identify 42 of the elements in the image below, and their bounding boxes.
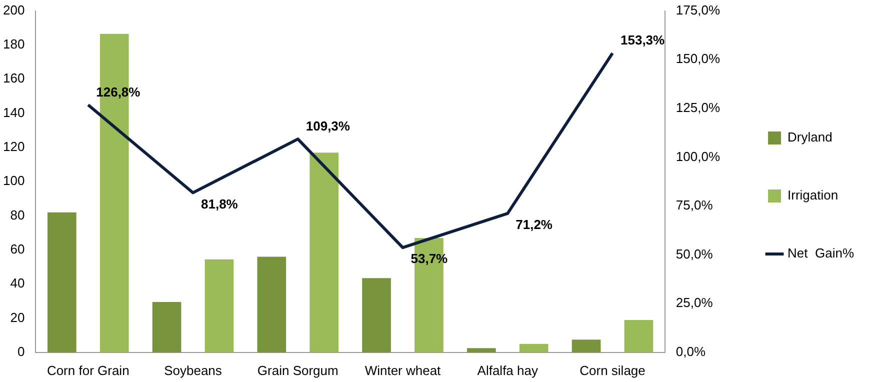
y-tick-label: 60 — [10, 242, 25, 256]
y2-tick-label: 175,0% — [676, 2, 720, 18]
y-tick-label: 100 — [2, 173, 25, 188]
bar — [310, 152, 339, 352]
y-tick-label: 140 — [2, 104, 25, 120]
y2-tick-label: 50,0% — [676, 246, 714, 262]
legend-label: Net Gain% — [788, 246, 854, 261]
y2-tick-label: 75,0% — [676, 198, 714, 213]
y-tick-label: 0 — [17, 344, 25, 359]
y2-tick-label: 25,0% — [676, 295, 714, 310]
bar — [519, 344, 548, 352]
y2-tick-label: 100,0% — [676, 148, 720, 164]
y-tick-label: 120 — [2, 139, 25, 154]
y2-tick-label: 0,0% — [676, 344, 706, 359]
y2-tick-label: 150,0% — [676, 51, 720, 66]
legend-label: Dryland — [788, 130, 832, 145]
legend-label: Irrigation — [788, 188, 838, 203]
x-tick-label: Winter wheat — [364, 362, 442, 378]
y-tick-label: 20 — [10, 310, 25, 325]
bar — [362, 278, 391, 352]
bar — [572, 340, 601, 352]
data-label: 153,3% — [620, 32, 666, 48]
bar — [466, 348, 496, 352]
y-tick-label: 180 — [2, 36, 25, 52]
x-tick-label: Alfalfa hay — [477, 362, 538, 378]
bar — [152, 302, 182, 352]
bar — [257, 256, 286, 352]
y-tick-label: 80 — [10, 207, 25, 222]
y-tick-label: 160 — [2, 70, 25, 86]
x-tick-label: Soybeans — [164, 362, 222, 378]
bar — [47, 212, 76, 352]
data-label: 109,3% — [306, 118, 350, 134]
bar — [624, 320, 654, 352]
x-tick-label: Corn for Grain — [46, 362, 130, 378]
x-tick-label: Grain Sorgum — [257, 362, 338, 378]
bar — [204, 259, 234, 352]
data-label: 71,2% — [516, 216, 553, 232]
y-tick-label: 40 — [10, 276, 25, 291]
y2-tick-label: 125,0% — [676, 100, 720, 115]
x-tick-label: Corn silage — [580, 362, 646, 378]
data-label: 81,8% — [201, 196, 238, 212]
y-tick-label: 200 — [2, 2, 25, 18]
